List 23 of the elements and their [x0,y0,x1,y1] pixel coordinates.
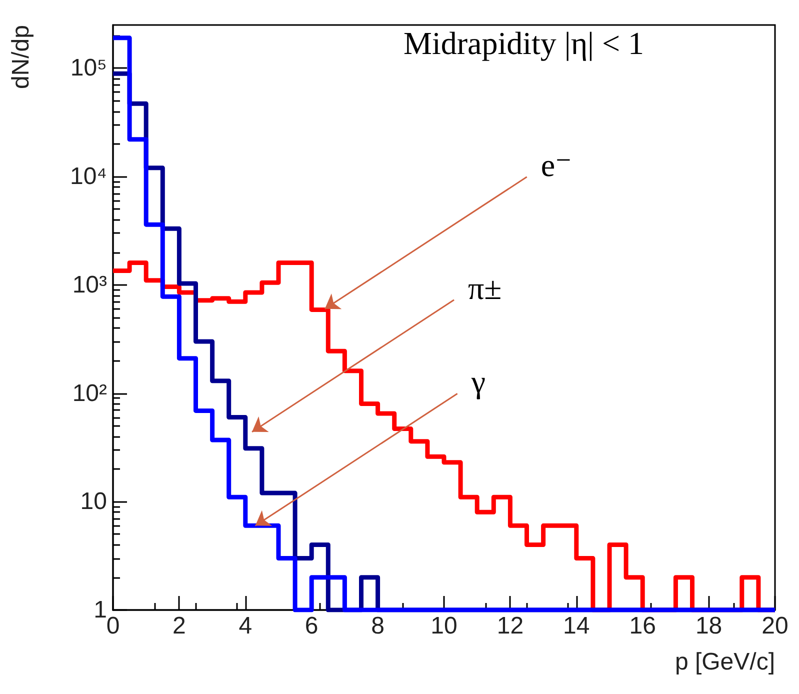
y-tick-label: 10⁴ [70,163,107,190]
annotation: γ [470,364,486,400]
x-tick-label: 18 [695,612,722,640]
x-tick-label: 2 [172,612,186,640]
x-tick-label: 8 [371,612,384,640]
x-tick-label: 16 [629,612,656,640]
y-tick-label: 10² [72,380,108,407]
annotation: e⁻ [540,146,572,183]
y-tick-label: 10⁵ [70,54,107,82]
y-tick-label: 10 [80,488,107,516]
x-tick-label: 14 [563,612,590,640]
x-tick-label: 10 [430,612,458,640]
y-tick-label: 10³ [72,271,108,298]
x-tick-label: 12 [496,612,524,640]
x-tick-label: 4 [238,612,252,640]
x-tick-label: 6 [304,612,318,640]
annotation: π± [468,270,502,306]
x-tick-label: 20 [762,612,788,640]
y-tick-label: 1 [94,596,107,624]
chart-title: Midrapidity |η| < 1 [404,25,644,61]
x-axis-title: p [GeV/c] [674,648,775,676]
x-tick-label: 0 [106,612,120,640]
y-axis-title: dN/dp [8,25,34,90]
